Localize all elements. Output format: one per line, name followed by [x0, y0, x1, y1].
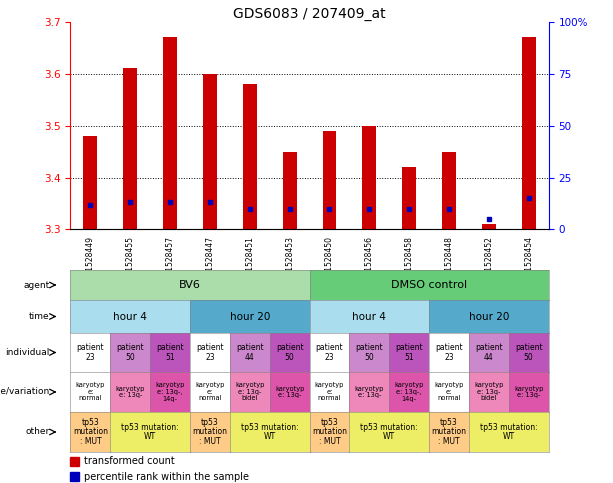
Text: karyotyp
e:
normal: karyotyp e: normal [315, 383, 344, 401]
Bar [243, 84, 257, 229]
Text: karyotyp
e: 13q-: karyotyp e: 13q- [116, 386, 145, 398]
Text: karyotyp
e:
normal: karyotyp e: normal [196, 383, 224, 401]
Text: tp53 mutation:
WT: tp53 mutation: WT [480, 423, 538, 441]
Bar [522, 37, 536, 229]
Text: karyotyp
e:
normal: karyotyp e: normal [435, 383, 463, 401]
Text: patient
50: patient 50 [116, 343, 144, 362]
Text: agent: agent [23, 281, 50, 289]
Text: patient
50: patient 50 [276, 343, 303, 362]
Bar [482, 224, 496, 229]
Text: karyotyp
e: 13q-
bidel: karyotyp e: 13q- bidel [235, 383, 264, 401]
Text: patient
23: patient 23 [77, 343, 104, 362]
Text: karyotyp
e: 13q-
bidel: karyotyp e: 13q- bidel [474, 383, 503, 401]
Text: individual: individual [6, 348, 50, 357]
Text: karyotyp
e: 13q-,
14q-: karyotyp e: 13q-, 14q- [156, 383, 185, 401]
Text: patient
51: patient 51 [156, 343, 184, 362]
Text: patient
23: patient 23 [435, 343, 463, 362]
Bar [70, 472, 78, 481]
Text: tp53
mutation
: MUT: tp53 mutation : MUT [432, 418, 466, 446]
Text: transformed count: transformed count [84, 456, 175, 467]
Text: karyotyp
e: 13q-: karyotyp e: 13q- [355, 386, 384, 398]
Text: percentile rank within the sample: percentile rank within the sample [84, 471, 249, 482]
Text: genotype/variation: genotype/variation [0, 387, 50, 397]
Text: patient
23: patient 23 [196, 343, 224, 362]
Text: patient
44: patient 44 [236, 343, 264, 362]
Text: hour 20: hour 20 [230, 312, 270, 322]
Text: patient
23: patient 23 [316, 343, 343, 362]
Text: tp53 mutation:
WT: tp53 mutation: WT [241, 423, 299, 441]
Text: karyotyp
e: 13q-,
14q-: karyotyp e: 13q-, 14q- [395, 383, 424, 401]
Text: tp53
mutation
: MUT: tp53 mutation : MUT [312, 418, 347, 446]
Text: BV6: BV6 [179, 280, 201, 290]
Text: patient
50: patient 50 [515, 343, 543, 362]
Title: GDS6083 / 207409_at: GDS6083 / 207409_at [234, 7, 386, 21]
Bar [123, 69, 137, 229]
Text: hour 20: hour 20 [469, 312, 509, 322]
Text: DMSO control: DMSO control [391, 280, 467, 290]
Text: karyotyp
e: 13q-: karyotyp e: 13q- [514, 386, 543, 398]
Bar [322, 131, 337, 229]
Text: patient
50: patient 50 [356, 343, 383, 362]
Bar [70, 457, 78, 466]
Bar [203, 74, 217, 229]
Bar [83, 136, 97, 229]
Text: karyotyp
e:
normal: karyotyp e: normal [76, 383, 105, 401]
Text: time: time [29, 312, 50, 321]
Text: karyotyp
e: 13q-: karyotyp e: 13q- [275, 386, 304, 398]
Text: tp53
mutation
: MUT: tp53 mutation : MUT [192, 418, 227, 446]
Text: hour 4: hour 4 [352, 312, 386, 322]
Text: patient
51: patient 51 [395, 343, 423, 362]
Bar [402, 167, 416, 229]
Bar [163, 37, 177, 229]
Text: hour 4: hour 4 [113, 312, 147, 322]
Bar [442, 152, 456, 229]
Text: patient
44: patient 44 [475, 343, 503, 362]
Text: other: other [26, 427, 50, 437]
Text: tp53 mutation:
WT: tp53 mutation: WT [121, 423, 179, 441]
Bar [283, 152, 297, 229]
Text: tp53 mutation:
WT: tp53 mutation: WT [360, 423, 418, 441]
Bar [362, 126, 376, 229]
Text: tp53
mutation
: MUT: tp53 mutation : MUT [73, 418, 108, 446]
